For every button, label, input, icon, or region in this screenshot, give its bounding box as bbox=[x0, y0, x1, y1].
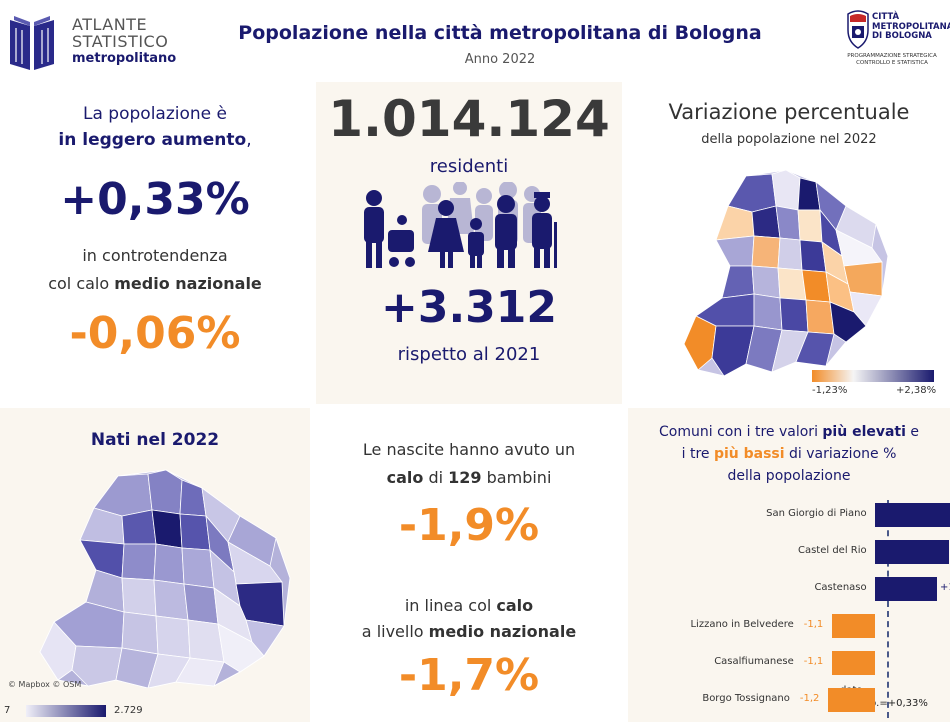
bar-category-label: Castel del Rio bbox=[797, 545, 867, 556]
metro-reference-line bbox=[887, 500, 890, 718]
logo-line-3: metropolitano bbox=[72, 51, 177, 66]
ranking-title-2: i tre più bassi di variazione % bbox=[628, 446, 950, 462]
ranking-title-1-bold: più elevati bbox=[822, 424, 906, 440]
births-line-4: a livello medio nazionale bbox=[316, 622, 622, 641]
trend-line-4-bold: medio nazionale bbox=[114, 274, 262, 293]
variation-legend-min: -1,23% bbox=[812, 385, 848, 396]
page-title: Popolazione nella città metropolitana di… bbox=[238, 22, 762, 44]
bar-row: San Giorgio di Piano+2,4 bbox=[628, 500, 950, 530]
ranking-title-2-tail: di variazione % bbox=[784, 446, 897, 462]
trend-line-2-tail: , bbox=[246, 130, 252, 150]
births-line-1: Le nascite hanno avuto un bbox=[362, 440, 576, 459]
variation-map bbox=[683, 169, 889, 377]
cm-logo-line-2: METROPOLITANA bbox=[872, 21, 950, 32]
bar-row: Borgo Tossignano -1,2 bbox=[628, 685, 950, 715]
cm-logo-subtitle: PROGRAMMAZIONE STRATEGICA CONTROLLO E ST… bbox=[842, 53, 942, 67]
births-line-2-bold-1: calo bbox=[386, 468, 424, 487]
metro-pct: +0,33% bbox=[60, 174, 250, 225]
bar-row: Casalfiumanese -1,1 bbox=[628, 648, 950, 678]
births-line-3-bold: calo bbox=[496, 596, 534, 615]
trend-line-2-bold: in leggero aumento bbox=[58, 130, 247, 150]
page-subtitle: Anno 2022 bbox=[464, 52, 536, 67]
ranking-title-1-pre: Comuni con i tre valori bbox=[659, 424, 823, 440]
bar-value-label: -1,1 bbox=[803, 656, 824, 667]
bar-negative bbox=[827, 688, 875, 712]
family-icon bbox=[364, 182, 557, 268]
births-line-2-mid: di bbox=[423, 468, 449, 487]
bar-positive bbox=[874, 540, 949, 564]
variation-map-legend bbox=[812, 370, 934, 382]
cm-logo-text: CITTÀ METROPOLITANA DI BOLOGNA bbox=[872, 12, 950, 42]
bar-category-label: Borgo Tossignano bbox=[702, 693, 790, 704]
metro-reference-label-2: metrop.=+0,33% bbox=[840, 698, 928, 709]
bar-positive bbox=[874, 503, 950, 527]
bar-category-label: San Giorgio di Piano bbox=[766, 508, 867, 519]
bar-value-label: -1,1 bbox=[803, 619, 824, 630]
variation-map-panel: Variazione percentuale della popolazione… bbox=[628, 82, 950, 404]
coat-of-arms-icon bbox=[847, 10, 869, 49]
trend-line-3: in controtendenza bbox=[82, 246, 228, 265]
ranking-title-2-bold: più bassi bbox=[713, 446, 785, 462]
logo-line-1: ATLANTE bbox=[72, 15, 148, 34]
births-map-panel: Nati nel 2022 bbox=[0, 408, 310, 722]
residents-delta-label: rispetto al 2021 bbox=[397, 344, 541, 365]
citta-metropolitana-logo: CITTÀ METROPOLITANA DI BOLOGNA PROGRAMMA… bbox=[842, 8, 950, 76]
bar-value-label: -1,2 bbox=[799, 693, 820, 704]
ranking-title-1: Comuni con i tre valori più elevati e bbox=[628, 424, 950, 440]
births-line-3-pre: in linea col bbox=[404, 596, 497, 615]
ranking-panel: Comuni con i tre valori più elevati e i … bbox=[628, 408, 950, 722]
births-line-2: calo di 129 bambini bbox=[316, 468, 622, 487]
bar-category-label: Castenaso bbox=[814, 582, 867, 593]
births-line-2-bold-2: 129 bbox=[448, 468, 482, 487]
ranking-title-2-pre: i tre bbox=[681, 446, 714, 462]
births-line-3: in linea col calo bbox=[316, 596, 622, 615]
trend-line-4: col calo medio nazionale bbox=[0, 274, 310, 293]
residents-label: residenti bbox=[429, 156, 509, 177]
births-panel: Le nascite hanno avuto un calo di 129 ba… bbox=[316, 408, 622, 722]
variation-legend-max: +2,38% bbox=[896, 385, 937, 396]
births-line-2-tail: bambini bbox=[481, 468, 552, 487]
bar-category-label: Lizzano in Belvedere bbox=[690, 619, 794, 630]
bar-row: Castel del Rio+1,9 bbox=[628, 537, 950, 567]
births-map bbox=[39, 469, 291, 688]
trend-line-2: in leggero aumento, bbox=[0, 130, 310, 150]
variation-map-subtitle: della popolazione nel 2022 bbox=[701, 132, 877, 147]
residents-panel: 1.014.124 residenti +3.312 rispetto bbox=[316, 82, 622, 404]
atlante-book-icon bbox=[10, 16, 54, 70]
bar-negative bbox=[831, 614, 875, 638]
births-map-title: Nati nel 2022 bbox=[90, 430, 220, 450]
map-attribution: © Mapbox © OSM bbox=[8, 680, 82, 689]
births-line-4-bold: medio nazionale bbox=[428, 622, 577, 641]
trend-panel: La popolazione è in leggero aumento, +0,… bbox=[0, 82, 310, 404]
national-pct: -0,06% bbox=[69, 308, 241, 359]
residents-total: 1.014.124 bbox=[328, 90, 610, 148]
residents-delta: +3.312 bbox=[380, 282, 558, 333]
cm-logo-sub-1: PROGRAMMAZIONE STRATEGICA bbox=[847, 53, 937, 59]
national-births-pct: -1,7% bbox=[398, 650, 540, 701]
variation-map-title: Variazione percentuale bbox=[668, 100, 910, 124]
bar-positive bbox=[874, 577, 937, 601]
bar-category-label: Casalfiumanese bbox=[714, 656, 794, 667]
ranking-title-3: della popolazione bbox=[727, 468, 851, 484]
cm-logo-line-1: CITTÀ bbox=[872, 12, 900, 22]
bar-value-label: +1,6 bbox=[939, 582, 950, 593]
bar-row: Lizzano in Belvedere -1,1 bbox=[628, 611, 950, 641]
bar-negative bbox=[831, 651, 875, 675]
births-legend-min: 7 bbox=[4, 705, 11, 716]
trend-line-1: La popolazione è bbox=[83, 104, 227, 124]
header: ATLANTE STATISTICO metropolitano Popolaz… bbox=[0, 0, 950, 82]
cm-logo-sub-2: CONTROLLO E STATISTICA bbox=[856, 60, 928, 66]
bar-row: Castenaso +1,6 bbox=[628, 574, 950, 604]
births-legend-max: 2.729 bbox=[114, 705, 143, 716]
ranking-title-1-mid: e bbox=[905, 424, 919, 440]
births-line-4-pre: a livello bbox=[361, 622, 429, 641]
atlante-logo-text: ATLANTE STATISTICO metropolitano bbox=[72, 16, 176, 67]
logo-line-2: STATISTICO bbox=[72, 32, 169, 51]
births-pct: -1,9% bbox=[398, 500, 540, 551]
cm-logo-line-3: DI BOLOGNA bbox=[872, 31, 932, 41]
births-map-legend bbox=[26, 705, 106, 717]
trend-line-4-pre: col calo bbox=[48, 274, 115, 293]
ranking-chart: dato metrop.=+0,33% San Giorgio di Piano… bbox=[628, 500, 950, 718]
